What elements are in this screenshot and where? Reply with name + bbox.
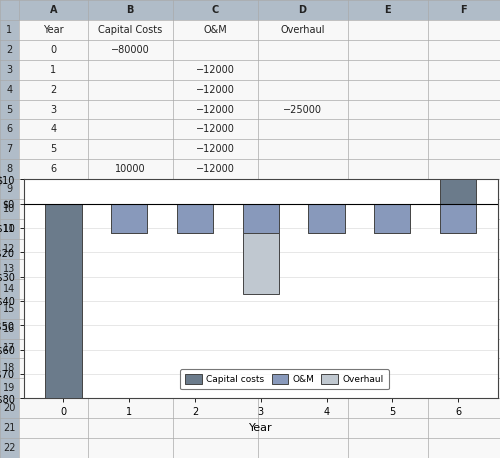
Text: 2: 2 xyxy=(6,45,12,55)
FancyBboxPatch shape xyxy=(19,319,500,338)
Bar xyxy=(242,203,279,233)
Text: 13: 13 xyxy=(4,264,16,274)
Text: 6: 6 xyxy=(50,164,56,174)
Text: 15: 15 xyxy=(4,304,16,314)
Text: 8: 8 xyxy=(6,164,12,174)
Text: −12000: −12000 xyxy=(196,164,234,174)
Text: 1: 1 xyxy=(6,25,12,35)
Text: 19: 19 xyxy=(4,383,16,393)
Text: 0: 0 xyxy=(50,45,56,55)
Text: 3: 3 xyxy=(50,104,56,114)
FancyBboxPatch shape xyxy=(19,378,500,398)
Text: 6: 6 xyxy=(6,125,12,135)
Text: C: C xyxy=(212,5,218,15)
FancyBboxPatch shape xyxy=(0,0,19,458)
Text: F: F xyxy=(460,5,467,15)
Text: −12000: −12000 xyxy=(196,144,234,154)
FancyBboxPatch shape xyxy=(19,398,500,418)
Text: 16: 16 xyxy=(4,323,16,333)
Bar xyxy=(440,203,476,233)
Text: 2: 2 xyxy=(50,85,56,95)
Text: −12000: −12000 xyxy=(196,125,234,135)
FancyBboxPatch shape xyxy=(19,120,500,139)
Text: 12: 12 xyxy=(4,244,16,254)
FancyBboxPatch shape xyxy=(19,338,500,359)
FancyBboxPatch shape xyxy=(19,259,500,279)
FancyBboxPatch shape xyxy=(19,219,500,239)
Legend: Capital costs, O&M, Overhaul: Capital costs, O&M, Overhaul xyxy=(180,369,389,389)
Text: 11: 11 xyxy=(4,224,16,234)
Bar xyxy=(177,203,213,233)
FancyBboxPatch shape xyxy=(19,60,500,80)
Text: 22: 22 xyxy=(4,443,16,453)
FancyBboxPatch shape xyxy=(19,359,500,378)
FancyBboxPatch shape xyxy=(19,139,500,159)
Text: A: A xyxy=(50,5,57,15)
FancyBboxPatch shape xyxy=(19,20,500,40)
Text: 5: 5 xyxy=(50,144,56,154)
Text: Year: Year xyxy=(43,25,64,35)
Text: Capital Costs: Capital Costs xyxy=(98,25,162,35)
Text: 18: 18 xyxy=(4,363,16,373)
FancyBboxPatch shape xyxy=(19,179,500,199)
FancyBboxPatch shape xyxy=(19,199,500,219)
FancyBboxPatch shape xyxy=(0,0,500,20)
Text: 5: 5 xyxy=(6,104,12,114)
FancyBboxPatch shape xyxy=(19,299,500,319)
Text: Overhaul: Overhaul xyxy=(280,25,325,35)
Text: 4: 4 xyxy=(6,85,12,95)
Bar xyxy=(308,203,344,233)
Text: O&M: O&M xyxy=(203,25,227,35)
Text: 7: 7 xyxy=(6,144,12,154)
Text: 1: 1 xyxy=(50,65,56,75)
Bar xyxy=(440,179,476,203)
FancyBboxPatch shape xyxy=(19,40,500,60)
X-axis label: Year: Year xyxy=(249,423,272,433)
Text: 10000: 10000 xyxy=(114,164,146,174)
Text: 10: 10 xyxy=(4,204,16,214)
FancyBboxPatch shape xyxy=(19,239,500,259)
Text: 21: 21 xyxy=(4,423,16,433)
Bar xyxy=(111,203,148,233)
FancyBboxPatch shape xyxy=(19,159,500,179)
FancyBboxPatch shape xyxy=(19,80,500,99)
Text: −25000: −25000 xyxy=(283,104,322,114)
FancyBboxPatch shape xyxy=(19,438,500,458)
Text: −12000: −12000 xyxy=(196,104,234,114)
Text: B: B xyxy=(126,5,134,15)
Text: E: E xyxy=(384,5,391,15)
Text: 17: 17 xyxy=(4,344,16,354)
FancyBboxPatch shape xyxy=(19,99,500,120)
Text: D: D xyxy=(298,5,306,15)
Text: 9: 9 xyxy=(6,184,12,194)
Text: 20: 20 xyxy=(4,403,16,413)
Text: 4: 4 xyxy=(50,125,56,135)
FancyBboxPatch shape xyxy=(19,279,500,299)
Text: −12000: −12000 xyxy=(196,85,234,95)
FancyBboxPatch shape xyxy=(19,418,500,438)
Bar xyxy=(374,203,410,233)
Bar xyxy=(46,203,82,398)
Text: 14: 14 xyxy=(4,284,16,294)
Text: 3: 3 xyxy=(6,65,12,75)
Text: −12000: −12000 xyxy=(196,65,234,75)
Text: −80000: −80000 xyxy=(110,45,150,55)
Bar xyxy=(242,233,279,294)
